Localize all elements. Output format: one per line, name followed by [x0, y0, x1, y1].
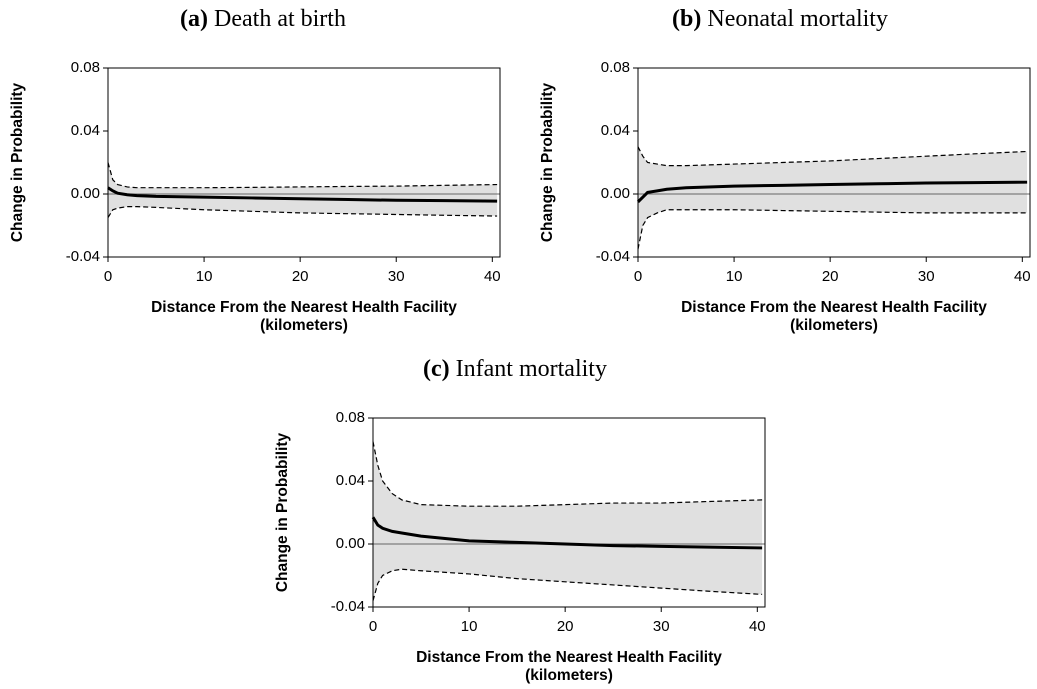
confidence-band — [108, 162, 498, 218]
y-axis-label: Change in Probability — [539, 82, 556, 242]
x-tick-label: 40 — [749, 618, 766, 635]
y-tick-label: -0.04 — [331, 598, 365, 615]
x-axis-label: Distance From the Nearest Health Facilit… — [151, 299, 457, 316]
ci-line — [107, 162, 498, 189]
y-axis-label: Change in Probability — [274, 432, 291, 592]
y-tick-label: 0.08 — [601, 59, 630, 76]
plot-frame — [372, 417, 766, 608]
x-tick-label: 10 — [196, 268, 213, 285]
plot-frame — [107, 67, 501, 258]
y-tick-label: 0.04 — [601, 122, 630, 139]
panel-label: (b) — [672, 6, 701, 32]
estimate-line — [107, 186, 498, 203]
x-tick-label: 20 — [292, 268, 309, 285]
x-tick-label: 0 — [634, 268, 642, 285]
plot-frame — [637, 67, 1031, 258]
confidence-band — [638, 146, 1028, 250]
x-axis-label: Distance From the Nearest Health Facilit… — [416, 649, 722, 666]
x-axis-label: Distance From the Nearest Health Facilit… — [681, 299, 987, 316]
ci-line — [372, 568, 763, 601]
y-tick-label: 0.08 — [71, 59, 100, 76]
y-tick-label: 0.00 — [71, 185, 100, 202]
x-tick-label: 10 — [461, 618, 478, 635]
y-tick-label: 0.00 — [336, 535, 365, 552]
ci-line — [637, 146, 1028, 167]
estimate-line — [371, 516, 763, 550]
y-tick-label: 0.04 — [71, 122, 100, 139]
panel-title: (a) Death at birth — [180, 6, 346, 32]
panel-title-text: Neonatal mortality — [707, 6, 888, 32]
x-tick-label: 0 — [369, 618, 377, 635]
x-axis-label: (kilometers) — [790, 317, 878, 334]
x-tick-label: 30 — [918, 268, 935, 285]
y-tick-label: -0.04 — [66, 248, 100, 265]
panel-title-text: Death at birth — [214, 6, 346, 32]
x-tick-label: 40 — [1014, 268, 1031, 285]
y-tick-label: 0.08 — [336, 409, 365, 426]
y-tick-label: 0.00 — [601, 185, 630, 202]
confidence-band — [373, 441, 763, 601]
x-tick-label: 30 — [653, 618, 670, 635]
x-tick-label: 40 — [484, 268, 501, 285]
x-tick-label: 10 — [726, 268, 743, 285]
estimate-line — [636, 180, 1028, 203]
y-axis-label: Change in Probability — [9, 82, 26, 242]
panel-label: (a) — [180, 6, 208, 32]
panel-title: (b) Neonatal mortality — [672, 6, 888, 32]
x-tick-label: 20 — [822, 268, 839, 285]
panel-label: (c) — [423, 356, 450, 382]
x-axis-label: (kilometers) — [260, 317, 348, 334]
x-tick-label: 30 — [388, 268, 405, 285]
ci-line — [107, 206, 498, 218]
x-axis-label: (kilometers) — [525, 667, 613, 684]
ci-line — [372, 441, 763, 507]
panel-title-text: Infant mortality — [456, 356, 607, 382]
x-tick-label: 20 — [557, 618, 574, 635]
panel-title: (c) Infant mortality — [423, 356, 607, 382]
y-tick-label: 0.04 — [336, 472, 365, 489]
x-tick-label: 0 — [104, 268, 112, 285]
y-tick-label: -0.04 — [596, 248, 630, 265]
ci-line — [637, 209, 1028, 250]
